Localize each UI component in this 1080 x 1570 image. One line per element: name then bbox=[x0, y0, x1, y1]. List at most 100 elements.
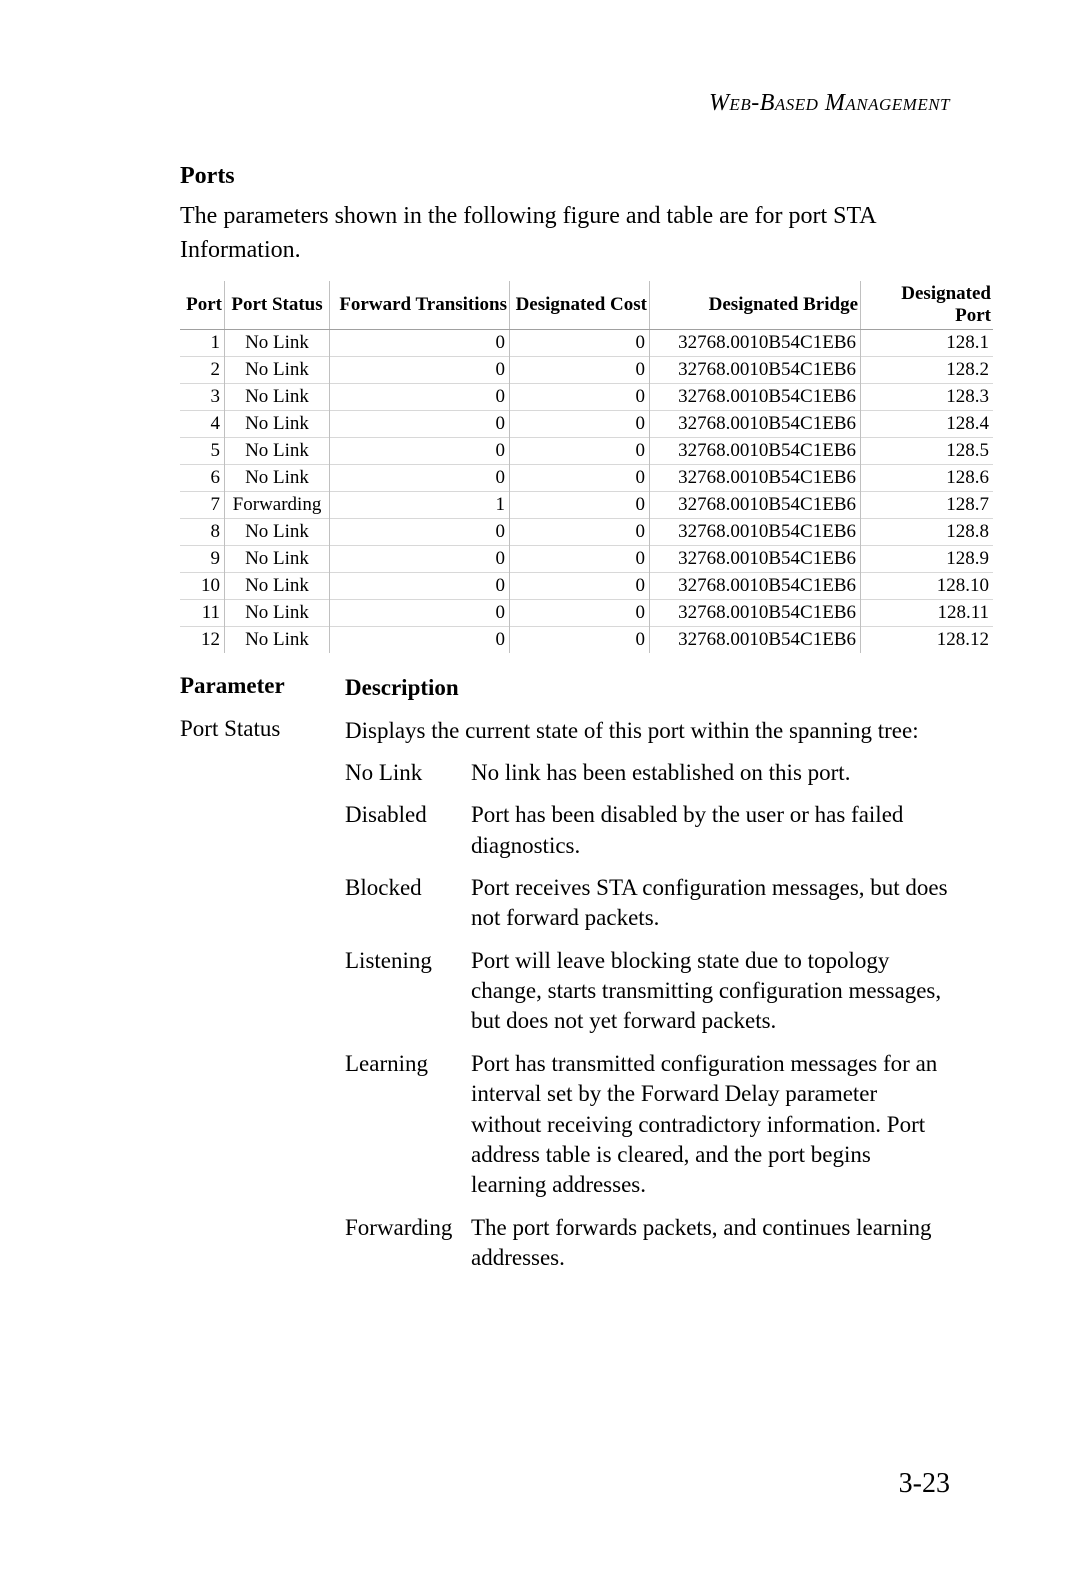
table-cell: 12 bbox=[180, 627, 225, 654]
table-cell: 0 bbox=[330, 627, 510, 654]
table-row: 1No Link0032768.0010B54C1EB6128.1 bbox=[180, 330, 993, 357]
parameter-description-block: Parameter Description Port Status Displa… bbox=[180, 673, 950, 1285]
table-cell: 0 bbox=[330, 600, 510, 627]
ports-table: Port Port Status Forward Transitions Des… bbox=[180, 281, 993, 653]
table-cell: 128.9 bbox=[861, 546, 994, 573]
table-cell: 0 bbox=[510, 546, 650, 573]
table-cell: 32768.0010B54C1EB6 bbox=[650, 384, 861, 411]
state-term: Listening bbox=[345, 946, 471, 976]
state-row: DisabledPort has been disabled by the us… bbox=[345, 800, 950, 861]
state-row: LearningPort has transmitted configurati… bbox=[345, 1049, 950, 1201]
table-cell: 128.2 bbox=[861, 357, 994, 384]
table-cell: 0 bbox=[330, 330, 510, 357]
page: Web-Based Management Ports The parameter… bbox=[0, 0, 1080, 1570]
table-cell: 32768.0010B54C1EB6 bbox=[650, 330, 861, 357]
table-cell: No Link bbox=[225, 600, 330, 627]
table-cell: 128.10 bbox=[861, 573, 994, 600]
state-term: Blocked bbox=[345, 873, 471, 903]
table-cell: 0 bbox=[330, 546, 510, 573]
param-name: Port Status bbox=[180, 716, 345, 742]
table-cell: 128.12 bbox=[861, 627, 994, 654]
table-cell: 1 bbox=[180, 330, 225, 357]
col-header-port: Port bbox=[180, 281, 225, 330]
table-cell: 128.11 bbox=[861, 600, 994, 627]
table-cell: 32768.0010B54C1EB6 bbox=[650, 438, 861, 465]
table-cell: 32768.0010B54C1EB6 bbox=[650, 546, 861, 573]
state-term: Disabled bbox=[345, 800, 471, 830]
table-cell: 32768.0010B54C1EB6 bbox=[650, 627, 861, 654]
page-number: 3-23 bbox=[899, 1468, 950, 1500]
table-row: 3No Link0032768.0010B54C1EB6128.3 bbox=[180, 384, 993, 411]
table-cell: No Link bbox=[225, 357, 330, 384]
table-cell: 32768.0010B54C1EB6 bbox=[650, 519, 861, 546]
table-cell: 32768.0010B54C1EB6 bbox=[650, 465, 861, 492]
table-cell: No Link bbox=[225, 330, 330, 357]
table-cell: No Link bbox=[225, 384, 330, 411]
table-cell: 7 bbox=[180, 492, 225, 519]
state-definition: No link has been established on this por… bbox=[471, 758, 950, 788]
ports-table-header-row: Port Port Status Forward Transitions Des… bbox=[180, 281, 993, 330]
table-cell: No Link bbox=[225, 519, 330, 546]
table-cell: 32768.0010B54C1EB6 bbox=[650, 411, 861, 438]
table-row: 9No Link0032768.0010B54C1EB6128.9 bbox=[180, 546, 993, 573]
table-cell: 0 bbox=[510, 600, 650, 627]
table-row: 8No Link0032768.0010B54C1EB6128.8 bbox=[180, 519, 993, 546]
table-cell: 0 bbox=[510, 519, 650, 546]
table-row: 2No Link0032768.0010B54C1EB6128.2 bbox=[180, 357, 993, 384]
table-cell: 128.1 bbox=[861, 330, 994, 357]
state-definition: The port forwards packets, and continues… bbox=[471, 1213, 950, 1274]
col-header-dport: Designated Port bbox=[861, 281, 994, 330]
table-cell: 9 bbox=[180, 546, 225, 573]
table-cell: 32768.0010B54C1EB6 bbox=[650, 357, 861, 384]
state-definition: Port has been disabled by the user or ha… bbox=[471, 800, 950, 861]
table-cell: 0 bbox=[330, 411, 510, 438]
table-cell: 0 bbox=[330, 357, 510, 384]
col-header-fwd: Forward Transitions bbox=[330, 281, 510, 330]
table-cell: 0 bbox=[510, 627, 650, 654]
section-heading-ports: Ports bbox=[180, 163, 950, 190]
param-header-row: Parameter Description bbox=[180, 673, 950, 703]
table-cell: 0 bbox=[330, 465, 510, 492]
state-list: No LinkNo link has been established on t… bbox=[345, 758, 950, 1273]
table-cell: 1 bbox=[330, 492, 510, 519]
col-header-bridge: Designated Bridge bbox=[650, 281, 861, 330]
state-term: No Link bbox=[345, 758, 471, 788]
table-cell: 8 bbox=[180, 519, 225, 546]
param-header-parameter: Parameter bbox=[180, 673, 345, 699]
state-definition: Port receives STA configuration messages… bbox=[471, 873, 950, 934]
table-cell: 10 bbox=[180, 573, 225, 600]
param-desc: Displays the current state of this port … bbox=[345, 716, 950, 1286]
table-cell: No Link bbox=[225, 411, 330, 438]
state-definition: Port will leave blocking state due to to… bbox=[471, 946, 950, 1037]
state-row: No LinkNo link has been established on t… bbox=[345, 758, 950, 788]
table-cell: 128.5 bbox=[861, 438, 994, 465]
table-cell: 32768.0010B54C1EB6 bbox=[650, 600, 861, 627]
col-header-cost: Designated Cost bbox=[510, 281, 650, 330]
running-header: Web-Based Management bbox=[180, 90, 950, 117]
table-row: 4No Link0032768.0010B54C1EB6128.4 bbox=[180, 411, 993, 438]
table-cell: 0 bbox=[510, 411, 650, 438]
table-cell: 0 bbox=[330, 384, 510, 411]
table-cell: 0 bbox=[330, 573, 510, 600]
table-cell: 2 bbox=[180, 357, 225, 384]
table-cell: 6 bbox=[180, 465, 225, 492]
col-header-status: Port Status bbox=[225, 281, 330, 330]
table-row: 6No Link0032768.0010B54C1EB6128.6 bbox=[180, 465, 993, 492]
param-row-port-status: Port Status Displays the current state o… bbox=[180, 716, 950, 1286]
table-cell: 0 bbox=[510, 438, 650, 465]
table-cell: 0 bbox=[510, 492, 650, 519]
table-row: 7Forwarding1032768.0010B54C1EB6128.7 bbox=[180, 492, 993, 519]
table-row: 12No Link0032768.0010B54C1EB6128.12 bbox=[180, 627, 993, 654]
table-cell: 3 bbox=[180, 384, 225, 411]
state-row: ForwardingThe port forwards packets, and… bbox=[345, 1213, 950, 1274]
table-cell: 0 bbox=[510, 573, 650, 600]
ports-table-head: Port Port Status Forward Transitions Des… bbox=[180, 281, 993, 330]
param-header-description: Description bbox=[345, 673, 950, 703]
table-cell: 0 bbox=[510, 465, 650, 492]
table-cell: 5 bbox=[180, 438, 225, 465]
table-cell: 32768.0010B54C1EB6 bbox=[650, 492, 861, 519]
table-cell: Forwarding bbox=[225, 492, 330, 519]
table-cell: 0 bbox=[510, 357, 650, 384]
table-cell: No Link bbox=[225, 573, 330, 600]
state-term: Learning bbox=[345, 1049, 471, 1079]
